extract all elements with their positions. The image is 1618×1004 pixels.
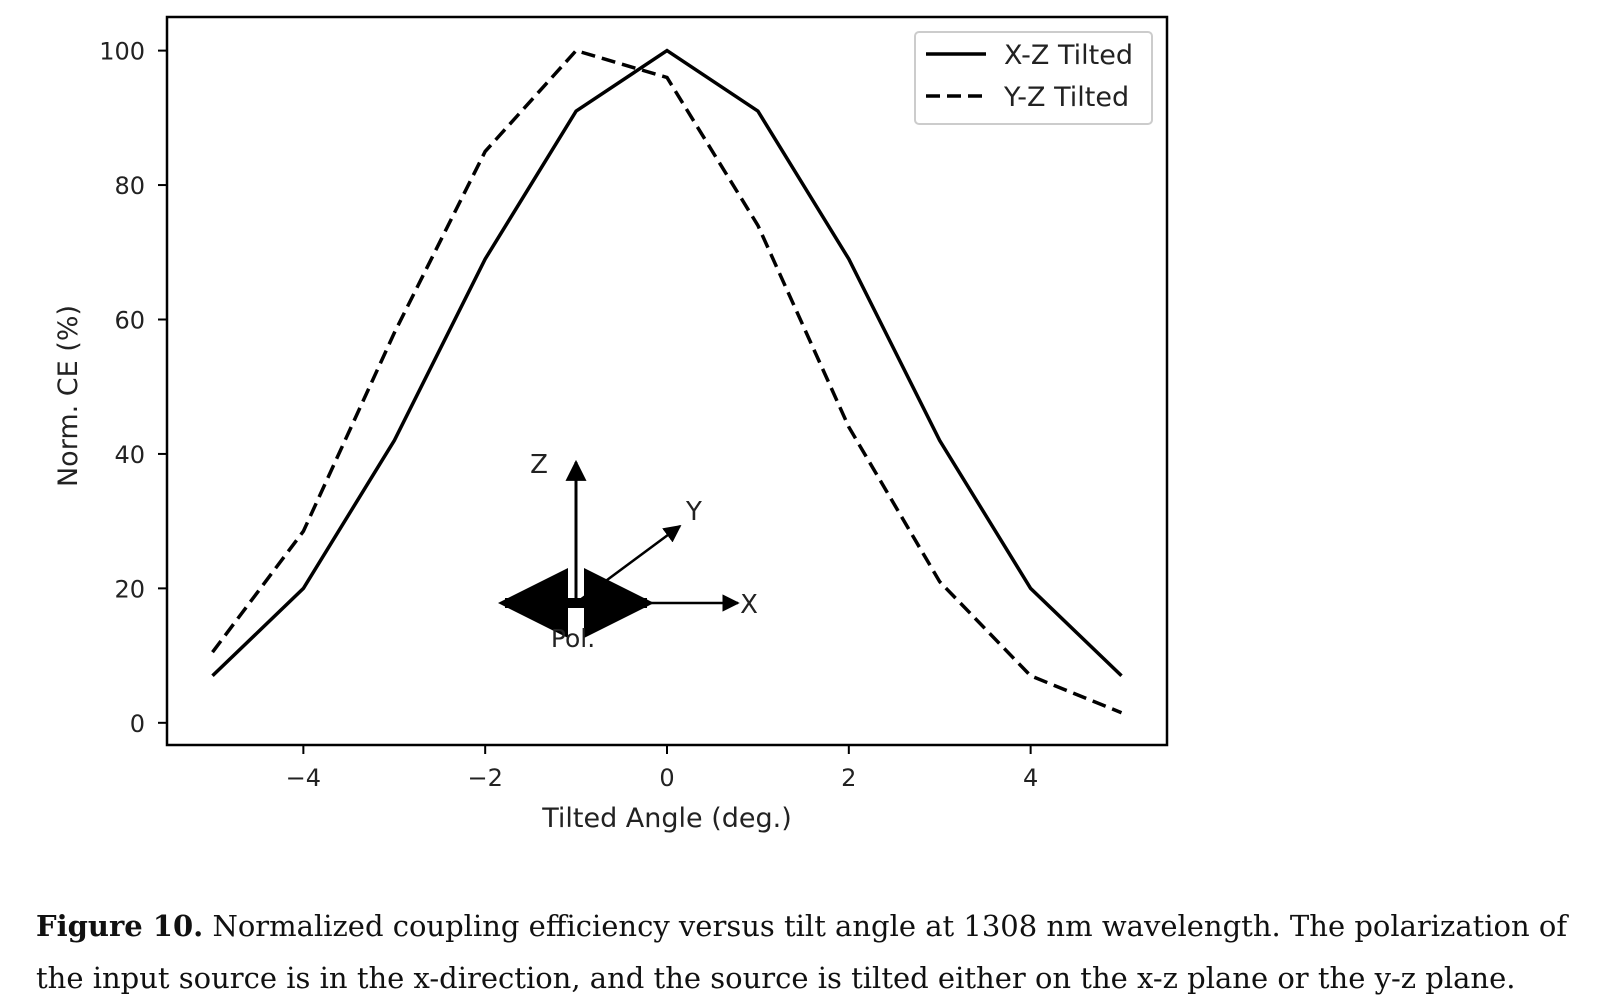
- figure-caption: Figure 10. Normalized coupling efficienc…: [36, 900, 1596, 1004]
- y-axis-label: Y: [685, 497, 702, 527]
- series-line-y-z-tilted: [211, 48, 1123, 715]
- x-tick-label: −4: [286, 764, 321, 792]
- y-tick-label: 0: [130, 710, 145, 738]
- x-axis-label: X: [740, 590, 758, 620]
- x-axis-title: Tilted Angle (deg.): [541, 803, 792, 834]
- series-layer: [211, 48, 1123, 715]
- y-axis-title: Norm. CE (%): [53, 305, 84, 487]
- x-tick-label: 2: [841, 764, 856, 792]
- legend-label: Y-Z Tilted: [1003, 82, 1129, 113]
- y-tick-label: 100: [99, 38, 145, 66]
- legend: X-Z Tilted Y-Z Tilted: [914, 31, 1153, 125]
- y-tick-label: 20: [114, 575, 145, 603]
- y-tick-label: 60: [114, 306, 145, 334]
- y-tick-label: 40: [114, 441, 145, 469]
- polarization-label: Pol.: [551, 624, 595, 653]
- x-tick-label: −2: [467, 764, 502, 792]
- legend-label: X-Z Tilted: [1004, 40, 1133, 71]
- x-tick-label: 0: [659, 764, 674, 792]
- y-tick-label: 80: [114, 172, 145, 200]
- series-line-x-z-tilted: [211, 48, 1123, 678]
- y-axis-arrow: [575, 524, 682, 605]
- plot-frame: [165, 15, 1169, 747]
- caption-text: Normalized coupling efficiency versus ti…: [36, 909, 1568, 995]
- coordinate-inset: Z Y X Pol.: [498, 450, 758, 653]
- x-tick-label: 4: [1023, 764, 1038, 792]
- caption-label: Figure 10.: [36, 909, 204, 943]
- z-axis-label: Z: [530, 450, 548, 480]
